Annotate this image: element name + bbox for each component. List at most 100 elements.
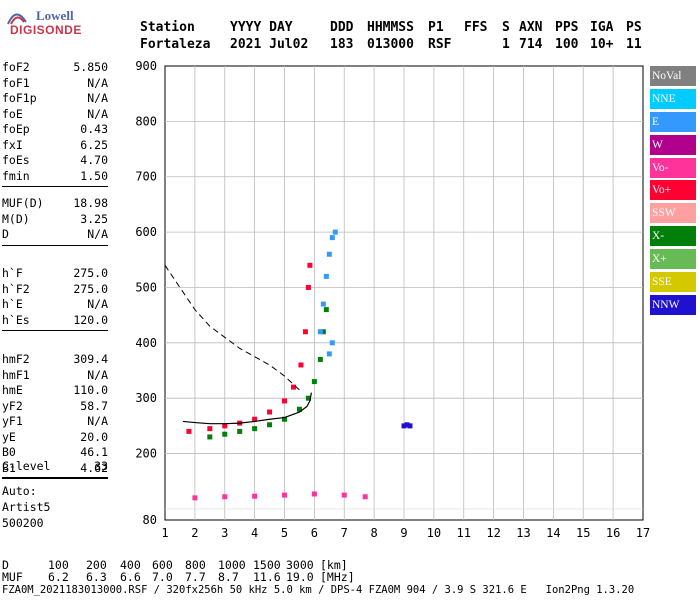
- param-h-f: h`F 275.0: [2, 266, 108, 281]
- x-tick-label: 14: [546, 526, 560, 540]
- param-m-d-: M(D) 3.25: [2, 212, 108, 227]
- x-tick-label: 15: [576, 526, 590, 540]
- footer-muf-value: 6.6: [120, 570, 141, 584]
- footer-muf-value: 7.7: [185, 570, 206, 584]
- legend-item-vo-: Vo+: [650, 180, 696, 201]
- param-value: N/A: [87, 91, 108, 105]
- x-tick-label: 3: [221, 526, 228, 540]
- data-point-x-: [267, 422, 273, 428]
- y-tick-label: 800: [135, 114, 157, 128]
- value-pps: 100: [555, 37, 579, 52]
- data-point-x-: [296, 406, 302, 412]
- param-key: hmF2: [2, 352, 30, 366]
- muf-curve: [164, 265, 300, 391]
- param-value: 58.7: [80, 398, 108, 413]
- autoscaling-info: Artist5: [2, 500, 51, 514]
- header-pps: PPS: [555, 20, 579, 35]
- data-point-e: [320, 301, 326, 307]
- footer-muf-value: 19.0: [286, 570, 314, 584]
- data-point-vo-: [282, 398, 287, 404]
- legend-item-vo-: Vo-: [650, 157, 696, 178]
- data-point-vo-: [252, 493, 258, 499]
- header-ddd: DDD: [330, 20, 354, 35]
- y-tick-label: 700: [135, 170, 157, 184]
- y-tick-label: 600: [135, 225, 157, 239]
- legend-item-w: W: [650, 134, 696, 155]
- data-point-vo-: [222, 423, 228, 429]
- param-value: 1.50: [80, 168, 108, 183]
- y-tick-label: 400: [135, 336, 157, 350]
- param-value: 120.0: [73, 312, 108, 327]
- param-value: N/A: [87, 227, 108, 241]
- value-ddd: 183: [330, 37, 354, 52]
- param-muf-d-: MUF(D) 18.98: [2, 196, 108, 211]
- y-tick-label: 900: [135, 59, 157, 73]
- param-hme: hmE 110.0: [2, 383, 108, 398]
- param-value: 20.0: [80, 429, 108, 444]
- data-point-x-: [222, 431, 228, 437]
- legend-item-sse: SSE: [650, 272, 696, 293]
- param-key: yE: [2, 429, 16, 444]
- data-point-vo-: [362, 494, 368, 500]
- param-key: foEp: [2, 122, 30, 136]
- data-point-vo-: [282, 492, 287, 498]
- data-point-nnw: [404, 422, 410, 428]
- value-date: 2021 Jul02: [230, 37, 309, 52]
- legend-item-x-: X-: [650, 226, 696, 247]
- data-point-e: [326, 251, 332, 257]
- data-point-e: [323, 273, 329, 279]
- header-station: Station: [140, 20, 195, 35]
- data-point-vo-: [302, 329, 308, 335]
- x-tick-label: 1: [161, 526, 168, 540]
- logo-line1: Lowell: [36, 8, 74, 23]
- param-key: foF1: [2, 75, 30, 90]
- data-point-x-: [317, 356, 323, 362]
- param-value: 18.98: [73, 196, 108, 210]
- value-p1: RSF: [428, 37, 452, 52]
- data-point-e: [332, 229, 338, 235]
- data-point-vo-: [305, 284, 311, 290]
- header-yyyy-day: YYYY DAY: [230, 20, 293, 35]
- header-hhmmss: HHMMSS: [367, 20, 414, 35]
- param-key: foE: [2, 106, 23, 121]
- param-key: C-level: [2, 459, 51, 473]
- data-point-x-: [311, 379, 317, 385]
- y-tick-label: 200: [135, 447, 157, 461]
- param-key: fmin: [2, 168, 30, 183]
- param-fxi: fxI 6.25: [2, 138, 108, 153]
- param-yf1: yF1 N/A: [2, 414, 108, 429]
- header-ffs: FFS: [464, 20, 488, 35]
- footer-d-value: 1000: [218, 558, 246, 572]
- x-tick-label: 13: [516, 526, 530, 540]
- param-foep: foEp 0.43: [2, 122, 108, 137]
- x-tick-label: 17: [636, 526, 650, 540]
- param-fof1p: foF1p N/A: [2, 91, 108, 106]
- header-p1: P1: [428, 20, 444, 35]
- x-tick-label: 16: [606, 526, 620, 540]
- value-axn: 714: [519, 37, 543, 52]
- legend-item-ssw: SSW: [650, 203, 696, 224]
- param-value: 33: [94, 459, 108, 473]
- footer-muf-value: 6.2: [48, 570, 69, 584]
- x-tick-label: 2: [191, 526, 198, 540]
- param-value: 4.70: [80, 153, 108, 167]
- param-fof1: foF1 N/A: [2, 76, 108, 91]
- x-tick-label: 8: [371, 526, 378, 540]
- header-iga: IGA: [590, 20, 614, 35]
- logo-waves-icon: [7, 13, 27, 25]
- value-hhmmss: 013000: [367, 37, 414, 52]
- data-point-vo-: [192, 495, 198, 501]
- param-value: 275.0: [73, 266, 108, 280]
- footer-d-value: [km]: [320, 558, 348, 572]
- param-divider: [2, 186, 108, 187]
- y-tick-label: 80: [143, 513, 157, 527]
- header-s: S: [502, 20, 510, 35]
- param-fof2: foF2 5.850: [2, 60, 108, 75]
- param-key: D: [2, 227, 9, 241]
- autoscaling-info: 500200: [2, 516, 44, 530]
- legend: NoVal NNE E W Vo- Vo+ SSW X- X+ SSE NNW: [650, 66, 696, 318]
- digisonde-logo: [4, 4, 84, 40]
- logo-line2: DIGISONDE: [10, 23, 82, 37]
- footer-d-value: 1500: [253, 558, 281, 572]
